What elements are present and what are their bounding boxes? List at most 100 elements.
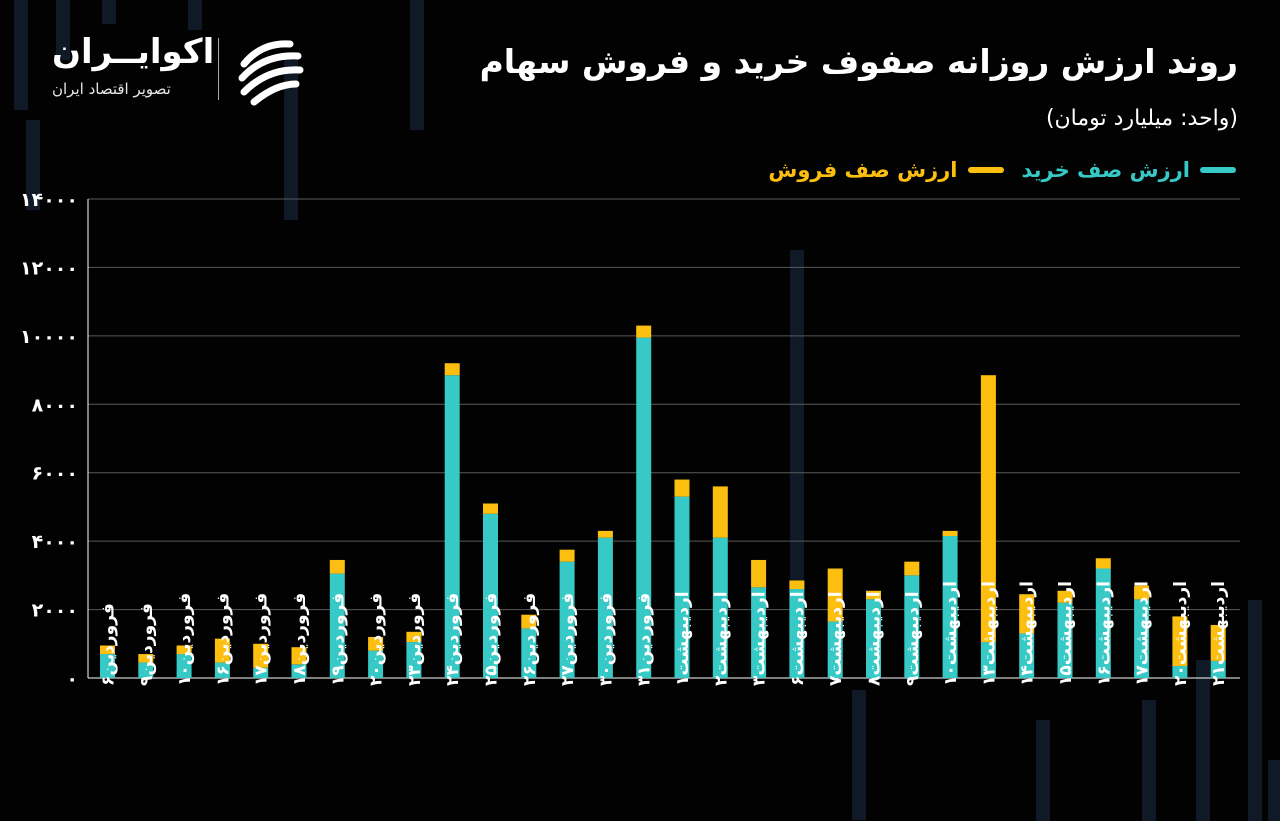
x-tick-label: فروردین۱۰ — [175, 593, 195, 686]
x-tick-label: اردیبهشت۱۰ — [941, 581, 961, 686]
legend-item-sell: ارزش صف فروش — [768, 158, 1004, 182]
bar-sell — [368, 636, 384, 651]
bar-sell — [904, 561, 920, 576]
legend-label-sell: ارزش صف فروش — [768, 158, 958, 182]
bar-sell — [1134, 585, 1150, 600]
x-tick-label: فروردین۱۹ — [328, 593, 348, 686]
x-tick-label: اردیبهشت۱ — [673, 591, 693, 686]
brand-logo: اکوایــران تصویر اقتصاد ایران — [52, 32, 312, 112]
bar-buy — [904, 575, 920, 678]
x-tick-label: اردیبهشت۱۳ — [979, 581, 999, 686]
decor-candle — [1142, 700, 1156, 821]
legend-swatch-buy — [1200, 167, 1236, 173]
bar-sell — [138, 654, 154, 663]
bar-buy — [444, 375, 460, 678]
x-tick-label: فروردین۶ — [99, 603, 119, 686]
bar-buy — [751, 587, 767, 678]
x-tick-label: فروردین۲۴ — [443, 593, 463, 686]
decor-candle — [410, 0, 424, 130]
bar-sell — [827, 568, 843, 622]
x-tick-label: اردیبهشت۷ — [826, 591, 846, 686]
x-tick-label: فروردین۱۷ — [252, 593, 272, 686]
bar-buy — [866, 599, 881, 678]
bar-buy — [214, 662, 230, 678]
bar-buy — [597, 537, 613, 678]
chart-title: روند ارزش روزانه صفوف خرید و فروش سهام — [479, 42, 1238, 81]
bar-buy — [636, 337, 652, 678]
bar-sell — [100, 645, 115, 655]
bar-buy — [1134, 599, 1150, 678]
bar-sell — [253, 643, 269, 668]
bar-sell — [866, 590, 881, 600]
y-tick-label: ۱۲۰۰۰ — [20, 257, 78, 279]
y-tick-label: ۸۰۰۰ — [32, 394, 78, 416]
bar-buy — [1210, 660, 1226, 678]
brand-name: اکوایــران — [52, 32, 215, 72]
bar-buy — [521, 628, 537, 678]
y-tick-label: ۲۰۰۰ — [32, 600, 78, 622]
bar-buy — [138, 662, 154, 678]
legend-swatch-sell — [967, 167, 1004, 173]
bar-sell — [789, 580, 805, 590]
bar-sell — [636, 325, 652, 338]
bar-sell — [1172, 616, 1188, 667]
decor-candle — [790, 250, 804, 670]
bar-sell — [1095, 558, 1111, 569]
x-tick-label: فروردین۲۵ — [482, 593, 502, 686]
x-tick-label: اردیبهشت۲۱ — [1209, 581, 1229, 686]
bar-buy — [712, 537, 728, 678]
x-tick-label: فروردین۳۱ — [635, 593, 655, 686]
bar-sell — [559, 549, 575, 562]
x-tick-label: فروردین۲۷ — [558, 593, 578, 686]
bar-sell — [1057, 590, 1073, 603]
x-tick-label: اردیبهشت۸ — [865, 591, 885, 686]
brand-tagline: تصویر اقتصاد ایران — [52, 80, 171, 98]
chart-legend: ارزش صف خرید ارزش صف فروش — [768, 158, 1236, 182]
bar-buy — [1019, 633, 1035, 678]
bar-sell — [214, 638, 230, 663]
x-tick-label: اردیبهشت۱۴ — [1018, 581, 1038, 686]
decor-candle — [1248, 600, 1262, 821]
x-tick-label: فروردین۲۰ — [367, 593, 387, 686]
decor-candle — [102, 0, 116, 24]
logo-divider — [218, 38, 219, 100]
x-tick-label: اردیبهشت۹ — [903, 591, 923, 686]
x-tick-label: فروردین۹ — [137, 603, 157, 686]
y-tick-label: ۱۰۰۰۰ — [20, 326, 78, 348]
bar-sell — [712, 486, 728, 538]
x-tick-label: اردیبهشت۲ — [711, 591, 731, 686]
bar-sell — [521, 614, 537, 629]
x-tick-label: اردیبهشت۱۵ — [1056, 581, 1076, 686]
bar-buy — [980, 642, 996, 678]
legend-label-buy: ارزش صف خرید — [1021, 158, 1191, 182]
bar-buy — [1095, 568, 1111, 678]
y-tick-label: ۴۰۰۰ — [32, 531, 78, 553]
bar-buy — [483, 513, 498, 678]
decor-candle — [14, 0, 28, 110]
bar-sell — [176, 645, 192, 655]
bar-buy — [176, 654, 192, 678]
y-tick-label: ۰ — [66, 668, 78, 690]
bar-buy — [559, 561, 575, 678]
decor-candle — [284, 60, 298, 220]
x-tick-label: اردیبهشت۳ — [750, 591, 770, 686]
bar-buy — [406, 642, 422, 678]
bar-sell — [444, 363, 460, 376]
bar-sell — [291, 647, 307, 665]
bar-sell — [597, 530, 613, 538]
chart-unit: (واحد: میلیارد تومان) — [1045, 106, 1238, 131]
bar-buy — [253, 667, 269, 678]
brand-mark-icon — [238, 40, 304, 106]
bar-buy — [100, 654, 115, 678]
decor-candle — [1036, 720, 1050, 821]
x-tick-label: اردیبهشت۱۶ — [1094, 581, 1114, 686]
x-tick-label: اردیبهشت۲۰ — [1171, 581, 1191, 686]
x-tick-label: فروردین۲۶ — [520, 593, 540, 686]
bar-sell — [1210, 624, 1226, 661]
bar-buy — [674, 496, 690, 678]
x-tick-label: فروردین۲۳ — [405, 593, 425, 686]
decor-candle — [1196, 660, 1210, 821]
bar-sell — [483, 503, 498, 514]
